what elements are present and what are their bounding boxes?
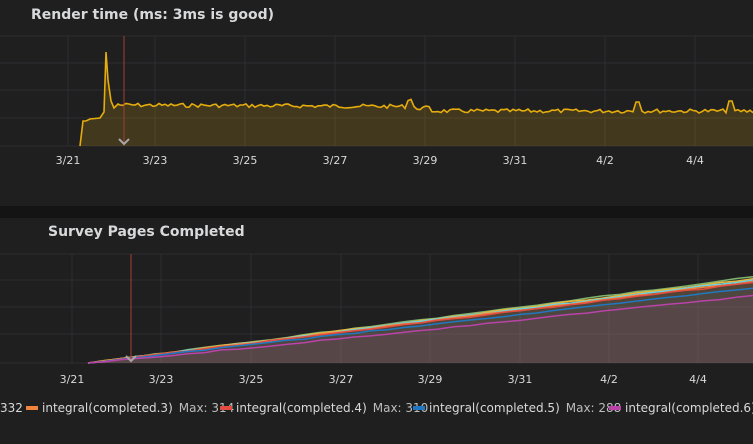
series-area xyxy=(88,281,753,363)
legend-item[interactable]: integral(completed.5) Max: 288 xyxy=(413,400,621,415)
x-tick-label: 4/4 xyxy=(686,154,704,167)
series-line xyxy=(87,281,753,364)
survey-pages-chart[interactable]: 3/21 3/23 3/25 3/27 3/29 3/31 4/2 4/4 xyxy=(0,218,753,396)
series-swatch xyxy=(220,405,232,410)
x-tick-label: 3/25 xyxy=(233,154,258,167)
legend-label: integral(completed.5) xyxy=(429,400,560,415)
x-tick-label: 3/23 xyxy=(143,154,168,167)
x-tick-label: 4/4 xyxy=(689,373,707,386)
series-swatch xyxy=(26,405,38,410)
render-time-chart[interactable]: 3/21 3/23 3/25 3/27 3/29 3/31 4/2 4/4 xyxy=(0,0,753,206)
x-tick-label: 3/23 xyxy=(149,373,174,386)
x-tick-label: 3/21 xyxy=(56,154,81,167)
series-area xyxy=(80,52,753,146)
panel-title: Render time (ms: 3ms is good) xyxy=(31,7,274,23)
legend-label: integral(completed.4) xyxy=(236,400,367,415)
series-swatch xyxy=(413,405,425,410)
x-tick-label: 3/27 xyxy=(323,154,348,167)
x-tick-label: 3/29 xyxy=(418,373,443,386)
panel-title: Survey Pages Completed xyxy=(48,224,245,240)
legend: 332 integral(completed.3) Max: 314 integr… xyxy=(0,396,753,418)
x-tick-label: 4/2 xyxy=(600,373,618,386)
legend-label: integral(completed.3) xyxy=(42,400,173,415)
x-tick-label: 3/29 xyxy=(413,154,438,167)
x-tick-label: 4/2 xyxy=(596,154,614,167)
x-tick-label: 3/27 xyxy=(329,373,354,386)
legend-item[interactable]: integral(completed.6)M xyxy=(609,400,753,415)
render-time-panel: Render time (ms: 3ms is good) 3/21 3/23 3/… xyxy=(0,0,753,206)
series-line xyxy=(87,287,753,364)
legend-item[interactable]: integral(completed.4) Max: 310 xyxy=(220,400,428,415)
legend-max: Max: 310 xyxy=(372,400,429,415)
series-swatch xyxy=(609,405,621,410)
legend-value: 332 xyxy=(0,400,23,415)
legend-item[interactable]: 332 xyxy=(0,400,23,415)
x-tick-label: 3/31 xyxy=(508,373,533,386)
x-tick-label: 3/25 xyxy=(239,373,264,386)
series-line xyxy=(87,294,753,364)
series-line xyxy=(79,51,753,147)
annotation-marker-icon xyxy=(118,138,130,146)
legend-item[interactable]: integral(completed.3) Max: 314 xyxy=(26,400,234,415)
x-tick-label: 3/31 xyxy=(503,154,528,167)
survey-pages-panel: Survey Pages Completed 3/21 3/23 3/25 3/27 3… xyxy=(0,218,753,444)
legend-max: Max: 288 xyxy=(565,400,622,415)
legend-label: integral(completed.6) xyxy=(625,400,753,415)
x-tick-label: 3/21 xyxy=(60,373,85,386)
annotation-marker-icon xyxy=(125,355,137,363)
series-area xyxy=(88,282,753,363)
series-area xyxy=(88,295,753,363)
legend-max: Max: 314 xyxy=(178,400,235,415)
